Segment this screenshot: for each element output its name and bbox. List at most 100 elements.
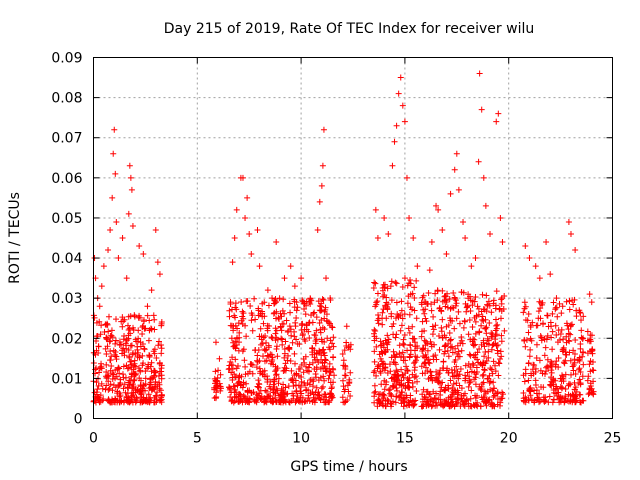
data-point (119, 323, 126, 330)
data-point (381, 281, 388, 288)
data-point (280, 381, 287, 388)
data-point (432, 290, 439, 297)
data-point (273, 315, 280, 322)
data-point (229, 397, 236, 404)
data-point (460, 324, 467, 331)
data-point (429, 331, 436, 338)
data-point (345, 388, 352, 395)
data-point (291, 328, 298, 335)
data-point (306, 299, 313, 306)
data-point (493, 118, 500, 125)
data-point (447, 336, 454, 343)
data-point (143, 394, 150, 401)
data-point (296, 398, 303, 405)
data-point (287, 309, 294, 316)
data-point (242, 371, 249, 378)
data-point (484, 375, 491, 382)
data-point (317, 307, 324, 314)
data-point (449, 349, 456, 356)
data-point (144, 303, 151, 310)
data-point (388, 297, 395, 304)
data-point (288, 332, 295, 339)
data-point (384, 305, 391, 312)
data-point (260, 353, 267, 360)
data-point (522, 343, 529, 350)
data-point (533, 390, 540, 397)
data-point (568, 321, 575, 328)
data-point (150, 373, 157, 380)
data-point (476, 70, 483, 77)
data-point (567, 322, 574, 329)
data-point (458, 347, 465, 354)
data-point (127, 313, 134, 320)
data-point (384, 332, 391, 339)
data-point (136, 354, 143, 361)
y-tick-label: 0.08 (51, 91, 82, 107)
data-point (422, 364, 429, 371)
data-point (452, 297, 459, 304)
data-point (293, 307, 300, 314)
data-point (247, 361, 254, 368)
data-point (521, 337, 528, 344)
data-point (476, 383, 483, 390)
data-point (472, 351, 479, 358)
data-point (280, 368, 287, 375)
data-point (228, 306, 235, 313)
y-tick-label: 0.03 (51, 291, 82, 307)
data-point (255, 392, 262, 399)
data-point (147, 325, 154, 332)
data-point (464, 303, 471, 310)
data-point (562, 357, 569, 364)
data-point (342, 362, 349, 369)
data-point (545, 364, 552, 371)
data-point (377, 369, 384, 376)
data-point (445, 400, 452, 407)
data-point (326, 344, 332, 351)
data-point (567, 392, 574, 399)
data-point (286, 300, 293, 307)
data-point (322, 304, 329, 311)
data-point (587, 368, 594, 375)
data-point (584, 328, 591, 335)
data-point (490, 379, 497, 386)
data-point (486, 379, 493, 386)
data-point (492, 368, 499, 375)
data-point (462, 362, 469, 369)
data-point (269, 357, 276, 364)
data-point (382, 403, 389, 410)
data-point (455, 186, 462, 193)
data-point (111, 126, 118, 133)
data-point (310, 394, 317, 401)
data-point (447, 344, 454, 351)
data-point (480, 379, 487, 386)
data-point (372, 206, 379, 213)
data-point (586, 361, 593, 368)
data-point (422, 306, 429, 313)
y-tick-label: 0.04 (51, 251, 82, 267)
data-point (321, 349, 328, 356)
data-point (535, 315, 542, 322)
data-point (388, 403, 395, 410)
data-point (293, 336, 300, 343)
data-point (532, 382, 539, 389)
data-point (249, 312, 256, 319)
data-point (527, 335, 534, 342)
data-point (501, 293, 508, 300)
data-point (284, 328, 291, 335)
data-point (430, 353, 437, 360)
data-point (558, 394, 565, 401)
data-point (572, 370, 579, 377)
data-point (321, 359, 328, 366)
data-point (480, 371, 487, 378)
data-point (472, 294, 479, 301)
data-point (573, 313, 580, 320)
data-point (389, 384, 396, 391)
data-point (112, 367, 119, 374)
data-point (437, 396, 444, 403)
data-point (472, 330, 479, 337)
data-point (455, 348, 462, 355)
data-point (263, 357, 270, 364)
data-point (260, 320, 267, 327)
data-point (278, 327, 285, 334)
data-point (377, 390, 384, 397)
